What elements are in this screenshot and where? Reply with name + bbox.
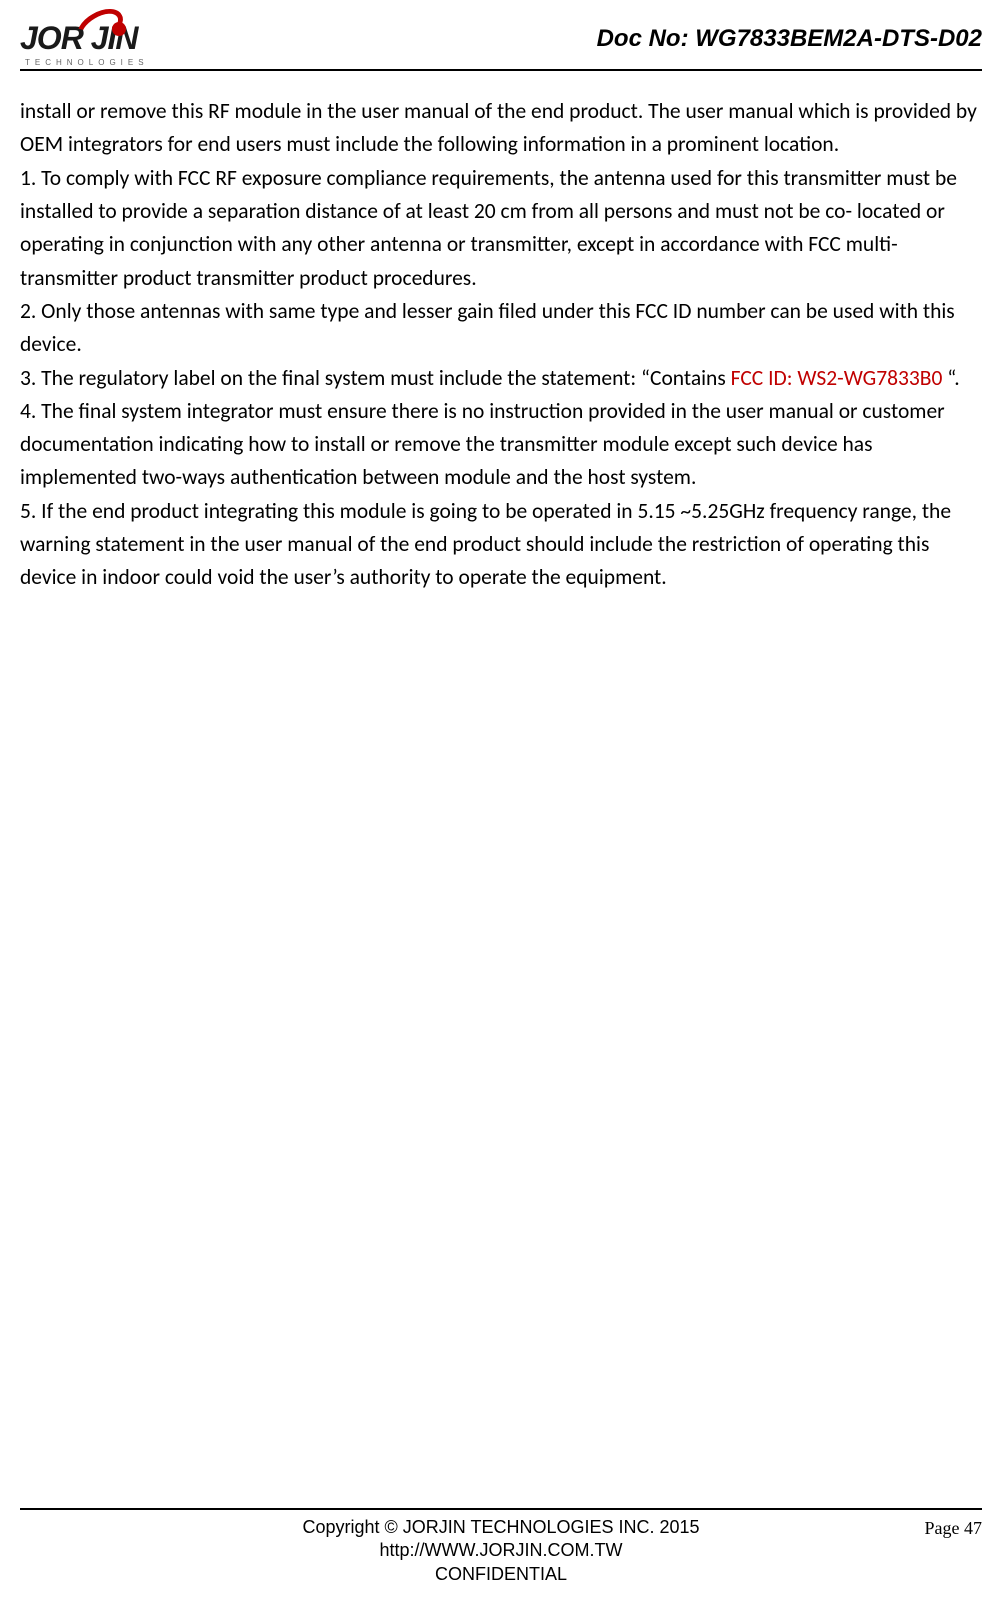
intro-paragraph: install or remove this RF module in the … [20, 95, 982, 162]
page-header: JOR JIN TECHNOLOGIES Doc No: WG7833BEM2A… [20, 20, 982, 71]
copyright-line: Copyright © JORJIN TECHNOLOGIES INC. 201… [20, 1516, 982, 1539]
url-line: http://WWW.JORJIN.COM.TW [20, 1539, 982, 1562]
logo-subtitle: TECHNOLOGIES [25, 58, 149, 67]
document-page: JOR JIN TECHNOLOGIES Doc No: WG7833BEM2A… [0, 0, 1002, 1606]
list-item-2: 2. Only those antennas with same type an… [20, 295, 982, 362]
company-logo: JOR JIN TECHNOLOGIES [20, 20, 137, 57]
logo-dot-icon [112, 22, 126, 36]
document-body: install or remove this RF module in the … [20, 95, 982, 595]
list-item-1: 1. To comply with FCC RF exposure compli… [20, 162, 982, 295]
list-item-4: 4. The final system integrator must ensu… [20, 395, 982, 495]
list-item-5: 5. If the end product integrating this m… [20, 495, 982, 595]
footer-center-block: Copyright © JORJIN TECHNOLOGIES INC. 201… [20, 1516, 982, 1586]
page-footer: Copyright © JORJIN TECHNOLOGIES INC. 201… [20, 1508, 982, 1586]
logo-text: JOR JIN TECHNOLOGIES [20, 20, 137, 57]
item3-prefix: 3. The regulatory label on the final sys… [20, 365, 731, 391]
page-number: Page 47 [925, 1518, 983, 1539]
item3-suffix: “. [942, 365, 959, 391]
list-item-3: 3. The regulatory label on the final sys… [20, 362, 982, 395]
document-number: Doc No: WG7833BEM2A-DTS-D02 [597, 25, 982, 53]
fcc-id-highlight: FCC ID: WS2-WG7833B0 [731, 365, 943, 391]
confidential-line: CONFIDENTIAL [20, 1563, 982, 1586]
